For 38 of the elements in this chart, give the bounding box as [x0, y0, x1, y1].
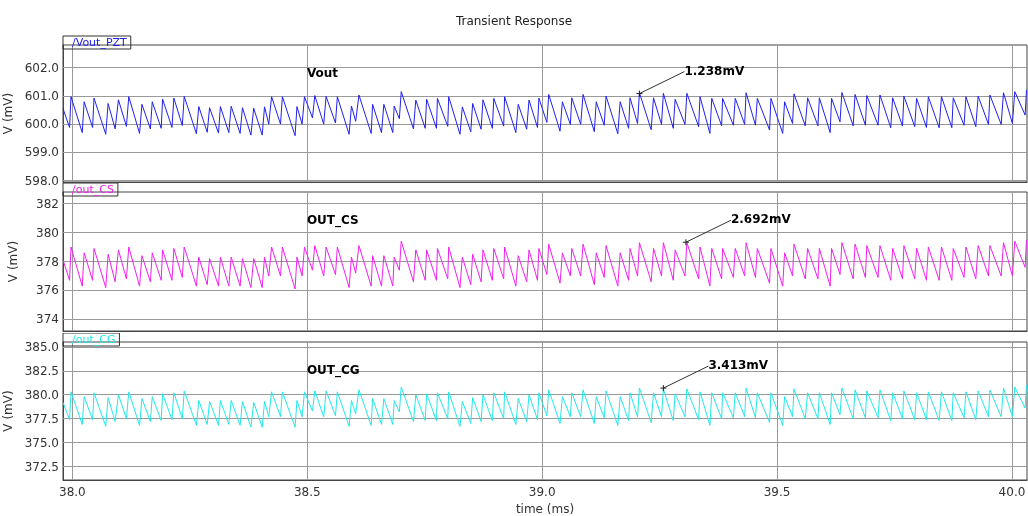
y-tick-label: 377.5: [24, 411, 59, 426]
x-tick-label: 40.0: [998, 485, 1026, 499]
y-tick-label: 380: [36, 225, 59, 240]
x-tick-label: 39.5: [763, 485, 791, 499]
y-tick-label: 372.5: [24, 459, 59, 474]
y-tick-label: 385.0: [24, 339, 59, 354]
y-tick-label: 602.0: [24, 60, 59, 75]
x-tick-label: 39.0: [528, 485, 556, 499]
y-tick-label: 600.0: [24, 117, 59, 132]
y-axis-title: V (mV): [0, 92, 15, 135]
line-series: [62, 384, 1028, 428]
y-axis-title: V (mV): [0, 390, 15, 432]
y-tick-label: 601.0: [24, 88, 59, 103]
annotation: OUT_CG: [306, 363, 360, 378]
x-axis-title: time (ms): [515, 501, 575, 516]
x-tick-label: 38.0: [59, 485, 86, 499]
y-tick-label: 375.0: [24, 435, 59, 450]
text: /out_CG: [72, 333, 116, 346]
annotation: 1.238mV: [684, 63, 745, 78]
annotation: Vout: [306, 66, 339, 80]
y-tick-label: 382: [36, 196, 59, 211]
y-tick-label: 376: [36, 283, 59, 298]
y-tick-label: 599.0: [24, 145, 59, 160]
x-tick-label: 38.5: [293, 485, 321, 499]
y-tick-label: 374: [36, 312, 59, 327]
annotation: OUT_CS: [306, 213, 359, 228]
text: /out_CS: [72, 183, 114, 196]
y-tick-label: 598.0: [24, 173, 59, 188]
annotation: 2.692mV: [730, 212, 792, 227]
line-series: [62, 89, 1028, 137]
line-series: [62, 238, 1028, 290]
text: /Vout_PZT: [72, 36, 128, 49]
annotation: 3.413mV: [708, 358, 769, 373]
y-tick-label: 382.5: [24, 363, 59, 378]
y-tick-label: 380.0: [24, 387, 59, 402]
chart-title: Transient Response: [454, 14, 573, 28]
y-tick-label: 378: [36, 254, 59, 269]
y-axis-title: V (mV): [6, 240, 20, 283]
